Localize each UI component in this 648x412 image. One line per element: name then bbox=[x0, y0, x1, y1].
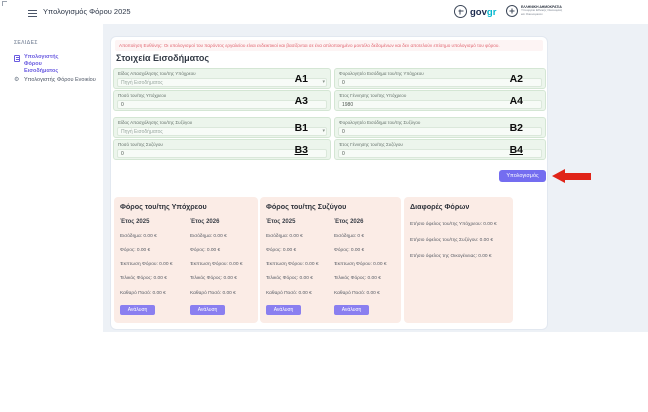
chevron-down-icon: ▾ bbox=[322, 128, 325, 134]
field-a2: Φορολογητέο Εισόδημα του/της Υπόχρεου 0 … bbox=[334, 68, 546, 89]
result-row: Τελικός Φόρος: 0.00 € bbox=[190, 276, 237, 281]
b2-taxable-income-input[interactable]: 0 bbox=[338, 127, 542, 136]
field-label: Ποσό του/της Συζύγου bbox=[118, 142, 163, 147]
year-header-2026: Έτος 2026 bbox=[334, 219, 364, 225]
som-marker-a2: A2 bbox=[509, 73, 523, 85]
result-row: Έκπτωση Φόρου: 0.00 € bbox=[266, 262, 319, 267]
result-row: Έκπτωση Φόρου: 0.00 € bbox=[334, 262, 387, 267]
field-b4: Έτος Γέννησης του/της Συζύγου 0 B4 bbox=[334, 139, 546, 160]
panel-title: Διαφορές Φόρων bbox=[410, 202, 470, 211]
field-label: Έτος Γέννησης του/της Υπόχρεου bbox=[339, 93, 407, 98]
calculate-button[interactable]: Υπολογισμός bbox=[499, 170, 546, 182]
som-marker-b2: B2 bbox=[509, 122, 523, 134]
year-header-2026: Έτος 2026 bbox=[190, 219, 220, 225]
field-a1: Είδος Απασχόλησης του/της Υπόχρεου Πηγή … bbox=[113, 68, 331, 89]
result-row: Φόρος: 0.00 € bbox=[190, 248, 221, 253]
field-b2: Φορολογητέο Εισόδημα του/της Συζύγου 0 B… bbox=[334, 117, 546, 138]
result-row: Έκπτωση Φόρου: 0.00 € bbox=[120, 262, 173, 267]
result-row: Φόρος: 0.00 € bbox=[120, 248, 151, 253]
chevron-down-icon: ▾ bbox=[322, 79, 325, 85]
sidebar-section-label: ΣΕΛΙΔΕΣ bbox=[14, 40, 38, 46]
gear-icon: ⚙ bbox=[14, 77, 20, 83]
result-row: Τελικός Φόρος: 0.00 € bbox=[120, 276, 167, 281]
field-a4: Έτος Γέννησης του/της Υπόχρεου 1980 A4 bbox=[334, 90, 546, 111]
som-marker-b3: B3 bbox=[294, 144, 308, 156]
result-row: Εισόδημα: 0.00 € bbox=[266, 234, 303, 239]
field-label: Έτος Γέννησης του/της Συζύγου bbox=[339, 142, 403, 147]
govgr-emblem-icon bbox=[454, 5, 467, 18]
analysis-button-obligor-2026[interactable]: Ανάλυση bbox=[190, 305, 225, 315]
year-header-2025: Έτος 2025 bbox=[120, 219, 150, 225]
field-label: Φορολογητέο Εισόδημα του/της Υπόχρεου bbox=[339, 71, 424, 76]
b3-amount-input[interactable]: 0 bbox=[117, 149, 327, 158]
field-b1: Είδος Απασχόλησης του/της Συζύγου Πηγή Ε… bbox=[113, 117, 331, 138]
difference-row: Ετήσιο όφελος του/της Υπόχρεου: 0.00 € bbox=[410, 222, 497, 227]
sidebar-item-label: Υπολογιστής Φόρου Ενοικίου bbox=[24, 77, 96, 83]
sidebar-item-label: Υπολογιστής Φόρου Εισοδήματος bbox=[24, 54, 59, 74]
republic-title: ΕΛΛΗΝΙΚΗ ΔΗΜΟΚΡΑΤΙΑ bbox=[521, 5, 562, 9]
panel-title: Φόρος του/της Συζύγου bbox=[266, 202, 347, 211]
result-row: Εισόδημα: 0 € bbox=[334, 234, 365, 239]
som-marker-a4: A4 bbox=[509, 95, 523, 107]
field-label: Φορολογητέο Εισόδημα του/της Συζύγου bbox=[339, 120, 421, 125]
b4-birth-year-input[interactable]: 0 bbox=[338, 149, 542, 158]
som-marker-a3: A3 bbox=[294, 95, 308, 107]
result-row: Τελικός Φόρος: 0.00 € bbox=[334, 276, 381, 281]
calculator-icon bbox=[14, 55, 20, 62]
result-row: Καθαρό Ποσό: 0.00 € bbox=[120, 291, 166, 296]
difference-row: Ετήσιο όφελος του/της Συζύγου: 0.00 € bbox=[410, 238, 494, 243]
result-row: Καθαρό Ποσό: 0.00 € bbox=[190, 291, 236, 296]
results-panel-spouse: Φόρος του/της Συζύγου Έτος 2025 Έτος 202… bbox=[260, 197, 401, 323]
b1-employment-type-select[interactable]: Πηγή Εισοδήματος bbox=[117, 127, 327, 136]
analysis-button-obligor-2025[interactable]: Ανάλυση bbox=[120, 305, 155, 315]
field-label: Είδος Απασχόλησης του/της Υπόχρεου bbox=[118, 71, 196, 76]
ministry-line2: και Οικονομικών bbox=[521, 12, 543, 17]
ministry-line1: Υπουργείο Εθνικής Οικονομίας bbox=[521, 8, 563, 13]
field-label: Ποσό του/της Υπόχρεου bbox=[118, 93, 167, 98]
annotation-arrow-icon bbox=[552, 169, 592, 183]
som-marker-b4: B4 bbox=[509, 144, 523, 156]
field-b3: Ποσό του/της Συζύγου 0 B3 bbox=[113, 139, 331, 160]
field-a3: Ποσό του/της Υπόχρεου 0 A3 bbox=[113, 90, 331, 111]
section-title: Στοιχεία Εισοδήματος bbox=[116, 53, 210, 63]
results-panel-differences: Διαφορές Φόρων Ετήσιο όφελος του/της Υπό… bbox=[404, 197, 513, 323]
som-marker-b1: B1 bbox=[294, 122, 308, 134]
result-row: Εισόδημα: 0.00 € bbox=[190, 234, 227, 239]
hellenic-republic-logo: ΕΛΛΗΝΙΚΗ ΔΗΜΟΚΡΑΤΙΑ Υπουργείο Εθνικής Οι… bbox=[521, 5, 562, 17]
result-row: Εισόδημα: 0.00 € bbox=[120, 234, 157, 239]
result-row: Φόρος: 0.00 € bbox=[334, 248, 365, 253]
result-row: Καθαρό Ποσό: 0.00 € bbox=[334, 291, 380, 296]
a4-birth-year-input[interactable]: 1980 bbox=[338, 100, 542, 109]
analysis-button-spouse-2026[interactable]: Ανάλυση bbox=[334, 305, 369, 315]
result-row: Καθαρό Ποσό: 0.00 € bbox=[266, 291, 312, 296]
a1-employment-type-select[interactable]: Πηγή Εισοδήματος bbox=[117, 78, 327, 87]
analysis-button-spouse-2025[interactable]: Ανάλυση bbox=[266, 305, 301, 315]
result-row: Φόρος: 0.00 € bbox=[266, 248, 297, 253]
menu-toggle-icon[interactable] bbox=[28, 8, 37, 17]
year-header-2025: Έτος 2025 bbox=[266, 219, 296, 225]
panel-title: Φόρος του/της Υπόχρεου bbox=[120, 202, 207, 211]
page-title: Υπολογισμός Φόρου 2025 bbox=[43, 7, 131, 16]
corner-artifact bbox=[2, 1, 7, 6]
som-marker-a1: A1 bbox=[294, 73, 308, 85]
field-label: Είδος Απασχόλησης του/της Συζύγου bbox=[118, 120, 193, 125]
hellenic-republic-emblem-icon bbox=[506, 5, 518, 17]
a2-taxable-income-input[interactable]: 0 bbox=[338, 78, 542, 87]
result-row: Έκπτωση Φόρου: 0.00 € bbox=[190, 262, 243, 267]
difference-row: Ετήσιο όφελος της Οικογένειας: 0.00 € bbox=[410, 254, 492, 259]
disclaimer-alert: Αποποίηση Ευθύνης: Οι υπολογισμοί του πα… bbox=[115, 40, 543, 51]
sidebar bbox=[0, 24, 103, 332]
a3-amount-input[interactable]: 0 bbox=[117, 100, 327, 109]
results-panel-obligor: Φόρος του/της Υπόχρεου Έτος 2025 Έτος 20… bbox=[114, 197, 258, 323]
result-row: Τελικός Φόρος: 0.00 € bbox=[266, 276, 313, 281]
govgr-logo: govgr bbox=[470, 7, 497, 18]
